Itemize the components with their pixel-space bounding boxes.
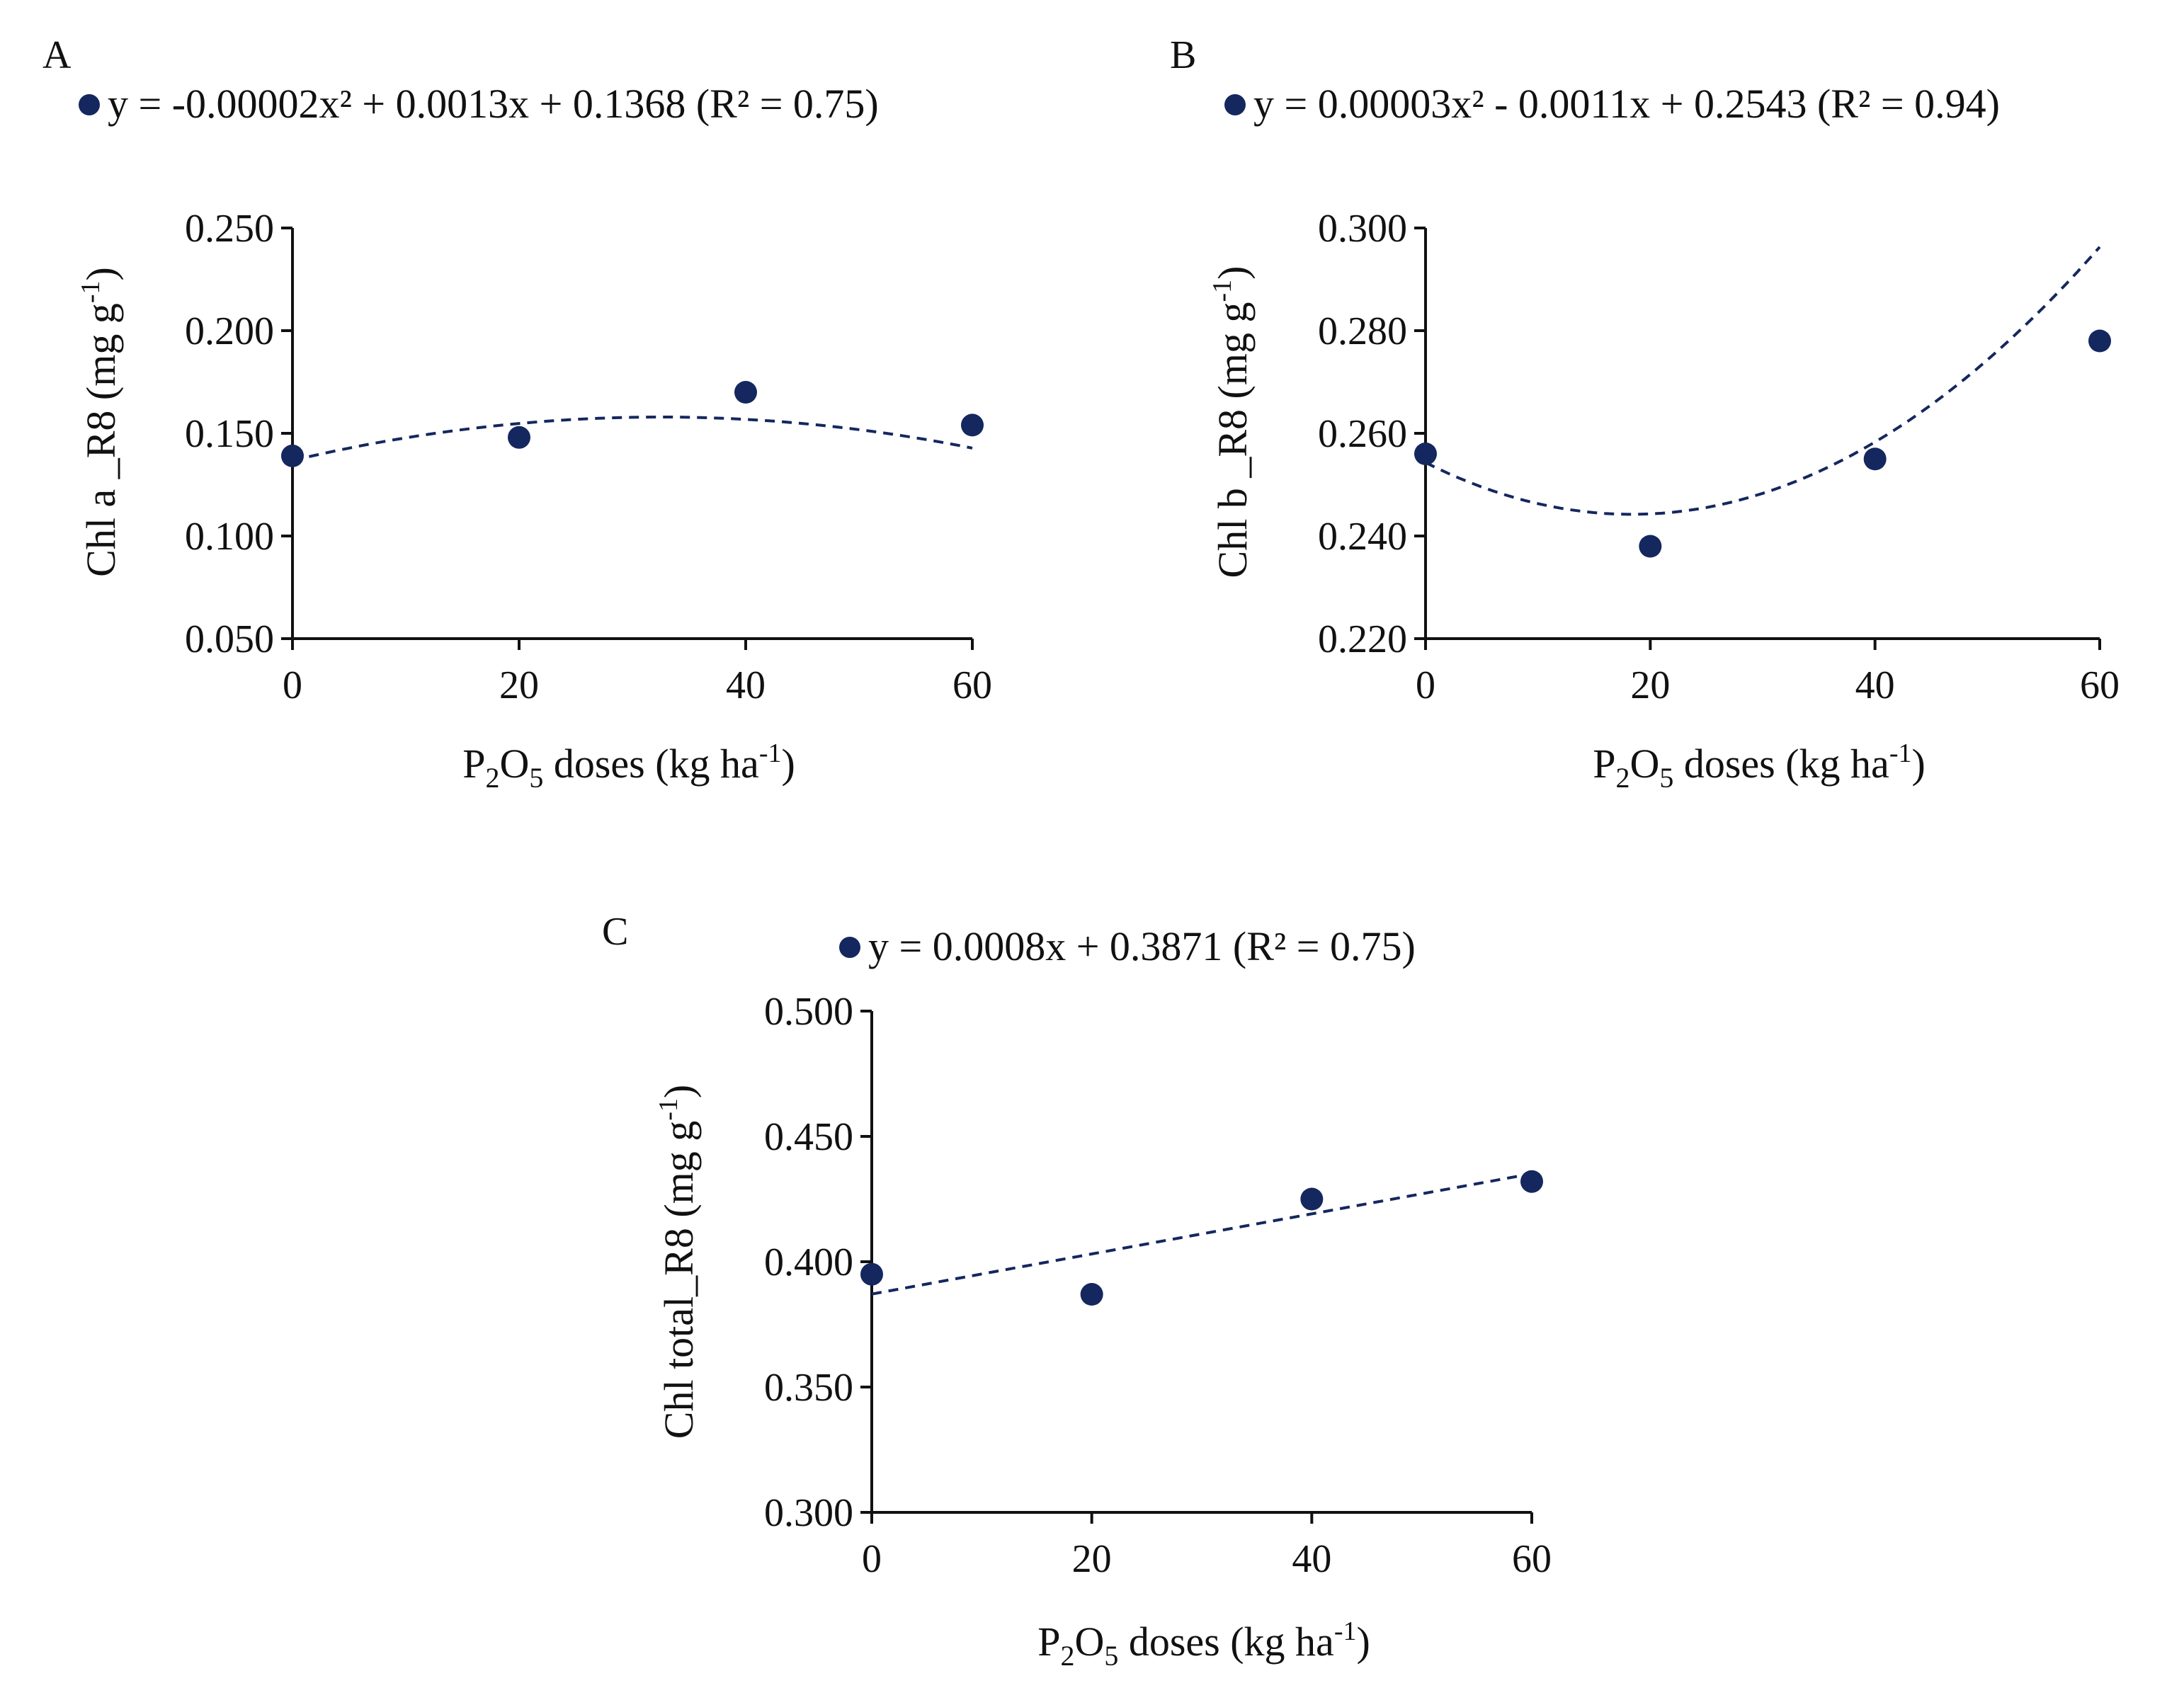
x-tick-label-b: 0 — [1416, 663, 1435, 707]
x-tick-label-c: 40 — [1292, 1537, 1331, 1581]
panel-letter-c: C — [602, 910, 628, 954]
data-point-c-3 — [1520, 1170, 1543, 1193]
x-tick-label-b: 40 — [1855, 663, 1895, 707]
panel-c: C y = 0.0008x + 0.3871 (R² = 0.75) Chl t… — [602, 910, 1552, 1672]
x-axis-title-a: P2O5 doses (kg ha-1) — [462, 738, 795, 794]
y-tick-label-c: 0.350 — [764, 1366, 853, 1410]
y-tick-label-a: 0.150 — [185, 412, 274, 456]
legend-marker-b — [1224, 94, 1246, 115]
data-point-c-1 — [1080, 1283, 1103, 1306]
y-tick-label-c: 0.500 — [764, 990, 853, 1034]
legend-marker-a — [79, 94, 100, 115]
panel-letter-b: B — [1170, 33, 1196, 77]
y-axis-title-b: Chl b _R8 (mg g-1) — [1207, 266, 1256, 578]
y-tick-label-b: 0.260 — [1318, 412, 1407, 456]
data-point-c-0 — [860, 1262, 883, 1286]
x-axis-title-c: P2O5 doses (kg ha-1) — [1037, 1616, 1370, 1672]
y-tick-label-b: 0.240 — [1318, 515, 1407, 559]
data-point-b-3 — [2088, 329, 2111, 353]
y-tick-label-a: 0.250 — [185, 207, 274, 251]
x-tick-label-c: 0 — [862, 1537, 882, 1581]
x-tick-label-b: 20 — [1630, 663, 1670, 707]
x-tick-label-c: 20 — [1072, 1537, 1112, 1581]
y-tick-label-a: 0.100 — [185, 515, 274, 559]
x-tick-label-b: 60 — [2080, 663, 2120, 707]
data-point-a-3 — [961, 413, 984, 437]
trendline-a — [292, 416, 973, 462]
data-point-b-0 — [1414, 443, 1437, 465]
x-tick-label-a: 0 — [283, 663, 302, 707]
legend-equation-c: y = 0.0008x + 0.3871 (R² = 0.75) — [868, 923, 1416, 969]
y-tick-label-b: 0.280 — [1318, 309, 1407, 353]
y-tick-label-c: 0.450 — [764, 1115, 853, 1159]
panel-b: B y = 0.00003x² - 0.0011x + 0.2543 (R² =… — [1170, 33, 2120, 794]
x-axis-title-b: P2O5 doses (kg ha-1) — [1593, 738, 1926, 794]
legend-marker-c — [839, 937, 860, 958]
legend-equation-a: y = -0.00002x² + 0.0013x + 0.1368 (R² = … — [108, 81, 879, 127]
trendline-c — [871, 1172, 1532, 1296]
y-tick-label-a: 0.200 — [185, 309, 274, 353]
x-tick-label-a: 60 — [952, 663, 992, 707]
y-tick-label-b: 0.300 — [1318, 207, 1407, 251]
y-tick-label-c: 0.400 — [764, 1240, 853, 1284]
x-tick-label-c: 60 — [1512, 1537, 1552, 1581]
panel-a: A y = -0.00002x² + 0.0013x + 0.1368 (R² … — [42, 33, 992, 794]
data-point-c-2 — [1300, 1187, 1324, 1211]
data-point-a-1 — [508, 426, 530, 449]
data-point-b-2 — [1863, 447, 1887, 471]
data-point-a-2 — [734, 381, 757, 404]
y-axis-title-a: Chl a _R8 (mg g-1) — [76, 267, 124, 577]
y-tick-label-a: 0.050 — [185, 617, 274, 661]
trendline-b — [1425, 246, 2101, 516]
legend-equation-b: y = 0.00003x² - 0.0011x + 0.2543 (R² = 0… — [1253, 81, 2000, 127]
y-tick-label-c: 0.300 — [764, 1491, 853, 1535]
x-tick-label-a: 40 — [726, 663, 766, 707]
y-tick-label-b: 0.220 — [1318, 617, 1407, 661]
x-tick-label-a: 20 — [499, 663, 539, 707]
y-axis-title-c: Chl total_R8 (mg g-1) — [654, 1085, 702, 1439]
data-point-b-1 — [1639, 535, 1662, 558]
data-point-a-0 — [281, 444, 304, 467]
panel-letter-a: A — [42, 33, 72, 77]
